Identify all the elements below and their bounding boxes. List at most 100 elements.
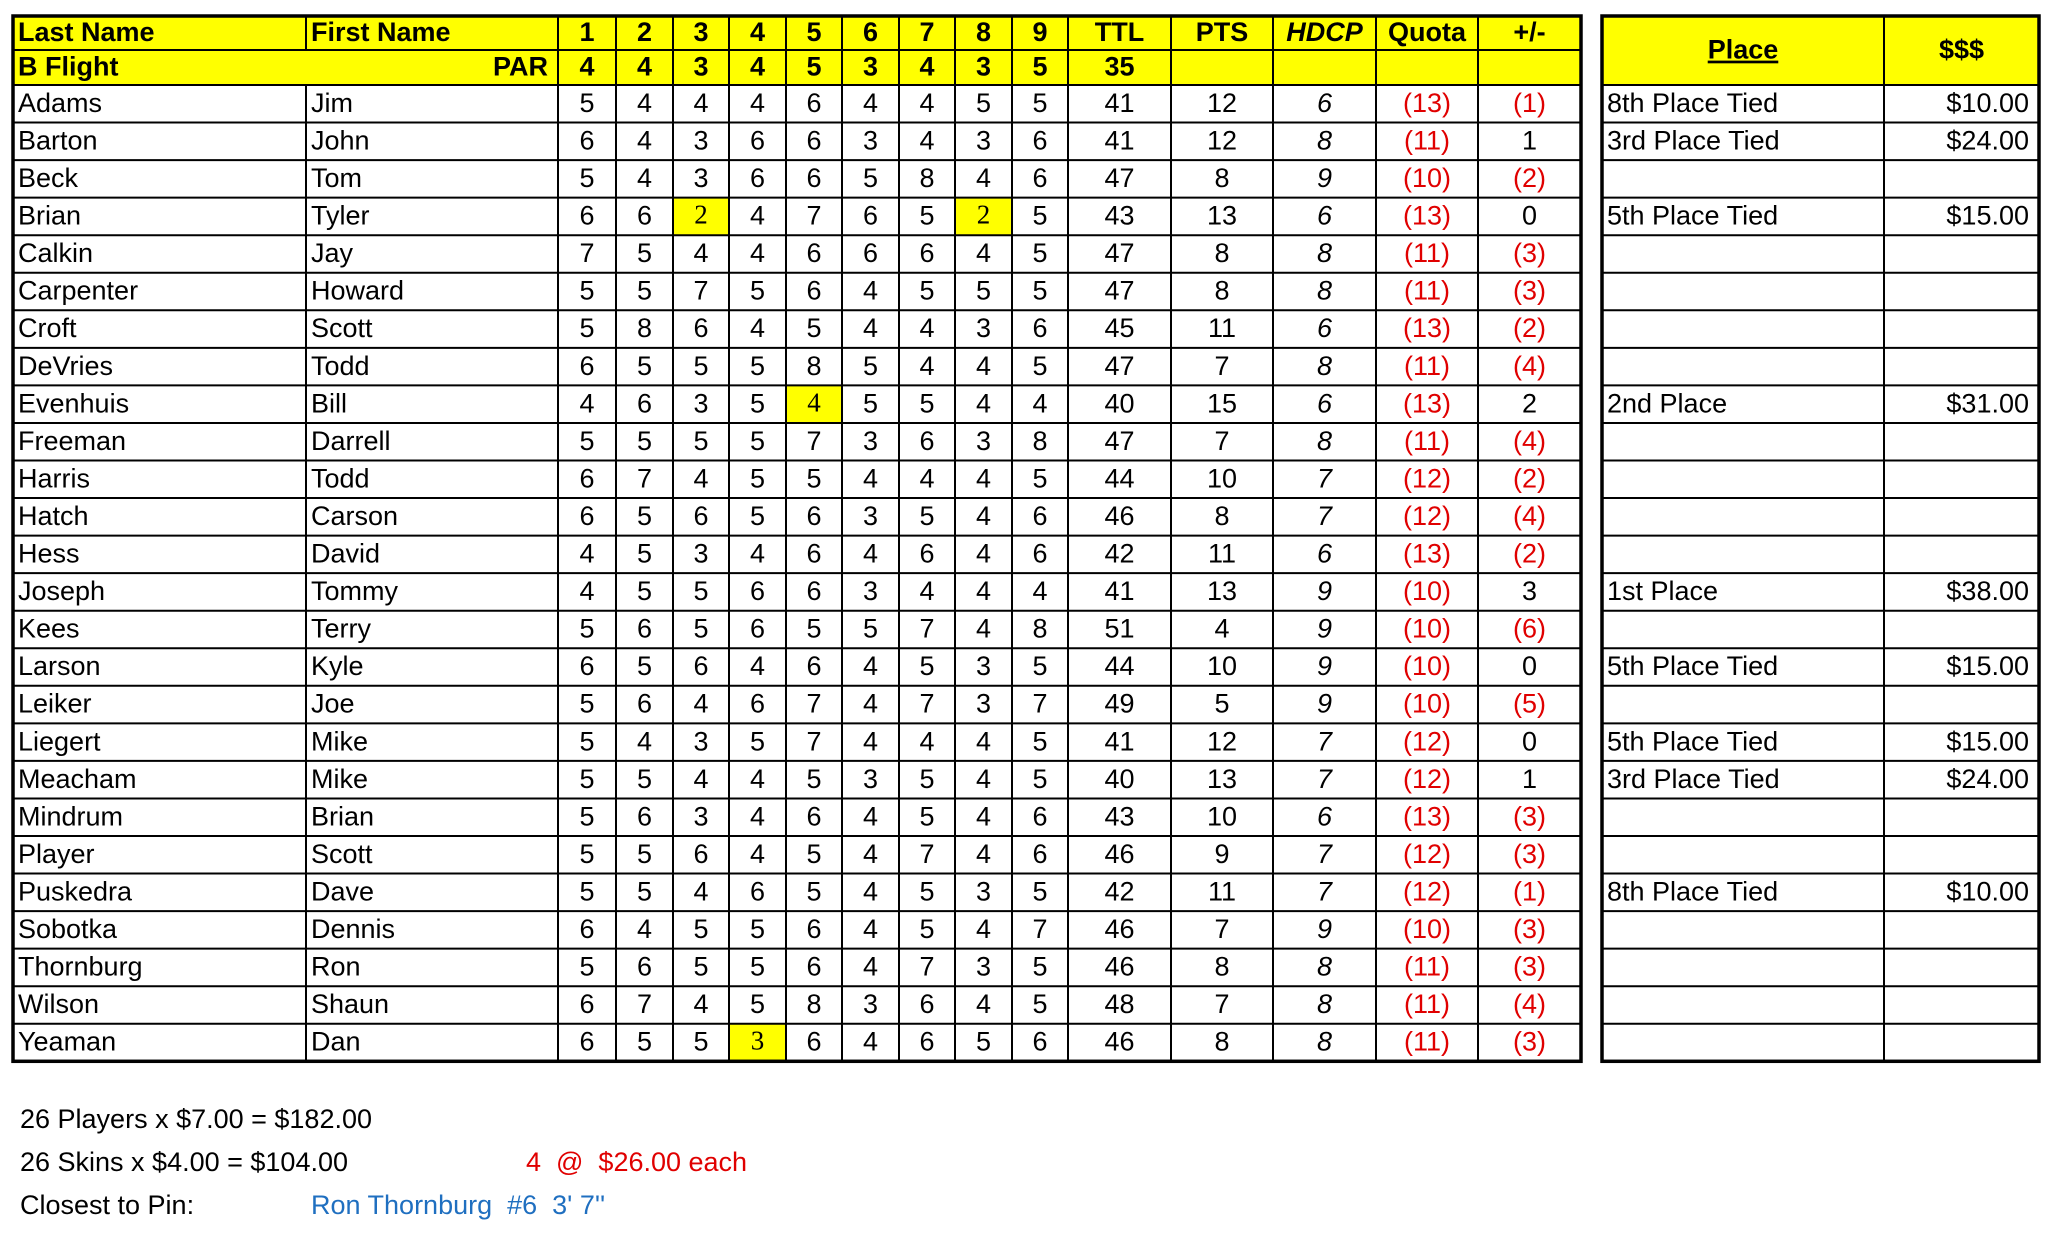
hole-score: 3 — [693, 726, 708, 756]
par-value: 4 — [750, 52, 765, 82]
points: 10 — [1207, 651, 1237, 681]
hole-score: 5 — [1032, 726, 1047, 756]
hole-score: 4 — [863, 88, 878, 118]
table-border — [11, 14, 1583, 1064]
handicap: 8 — [1317, 426, 1332, 456]
quota: (13) — [1403, 388, 1451, 418]
hole-score: 5 — [750, 276, 765, 306]
hole-score: 4 — [693, 764, 708, 794]
handicap: 7 — [1317, 501, 1333, 531]
handicap: 7 — [1317, 726, 1333, 756]
hole-score: 4 — [693, 989, 708, 1019]
hole-score: 4 — [919, 313, 934, 343]
hole-score: 5 — [976, 88, 991, 118]
hole-score: 4 — [750, 651, 765, 681]
hole-score: 4 — [693, 689, 708, 719]
hole-score: 5 — [579, 801, 594, 831]
hole-score: 5 — [637, 238, 652, 268]
hole-score: 5 — [1032, 201, 1047, 231]
quota: (12) — [1403, 876, 1451, 906]
quota: (12) — [1403, 764, 1451, 794]
hole-score: 5 — [750, 463, 765, 493]
first-name: Joe — [311, 689, 355, 719]
hole-score: 7 — [1032, 914, 1047, 944]
total: 47 — [1104, 163, 1134, 193]
hole-score: 3 — [693, 163, 708, 193]
hole-score: 5 — [806, 876, 821, 906]
hole-score: 5 — [806, 463, 821, 493]
hole-score: 4 — [579, 539, 594, 569]
hole-score: 5 — [750, 914, 765, 944]
first-name: Ron — [311, 952, 361, 982]
first-name: Howard — [311, 276, 404, 306]
plus-minus: (4) — [1513, 426, 1546, 456]
hole-score: 5 — [693, 914, 708, 944]
hole-score: 7 — [806, 726, 821, 756]
hole-score: 6 — [579, 463, 594, 493]
last-name: Freeman — [18, 426, 126, 456]
quota: (10) — [1403, 651, 1451, 681]
hole-score: 7 — [919, 839, 934, 869]
hole-score: 6 — [579, 201, 594, 231]
column-header: Quota — [1388, 17, 1467, 47]
quota: (11) — [1404, 125, 1450, 155]
hole-score: 4 — [976, 163, 991, 193]
hole-score: 5 — [637, 351, 652, 381]
hole-score: 6 — [693, 501, 708, 531]
quota: (12) — [1403, 463, 1451, 493]
hole-score: 4 — [863, 313, 878, 343]
hole-score: 5 — [863, 163, 878, 193]
hole-score: 5 — [806, 839, 821, 869]
plus-minus: 1 — [1522, 125, 1537, 155]
hole-score: 5 — [579, 163, 594, 193]
hole-score: 3 — [863, 501, 878, 531]
points: 7 — [1214, 351, 1229, 381]
hole-score: 4 — [693, 238, 708, 268]
handicap: 6 — [1317, 313, 1333, 343]
hole-score: 2 — [977, 200, 991, 230]
handicap: 6 — [1317, 388, 1333, 418]
plus-minus: (3) — [1513, 1027, 1546, 1057]
points: 9 — [1214, 839, 1229, 869]
prize: $10.00 — [1946, 876, 2029, 906]
hole-score: 4 — [919, 726, 934, 756]
hole-score: 5 — [750, 501, 765, 531]
hole-score: 5 — [1032, 764, 1047, 794]
quota: (10) — [1403, 914, 1451, 944]
hole-score: 8 — [1032, 426, 1047, 456]
column-header: 2 — [637, 17, 652, 47]
hole-score: 5 — [637, 539, 652, 569]
hole-score: 6 — [863, 201, 878, 231]
hole-score: 4 — [637, 125, 652, 155]
points: 7 — [1214, 426, 1229, 456]
hole-score: 4 — [976, 989, 991, 1019]
hole-score: 6 — [806, 1027, 821, 1057]
total: 44 — [1104, 651, 1134, 681]
hole-score: 5 — [750, 952, 765, 982]
column-header: 6 — [863, 17, 878, 47]
hole-score: 6 — [806, 125, 821, 155]
last-name: Adams — [18, 88, 102, 118]
hole-score: 4 — [863, 463, 878, 493]
place: 5th Place Tied — [1607, 201, 1778, 231]
quota: (12) — [1403, 839, 1451, 869]
total: 46 — [1104, 839, 1134, 869]
hole-score: 4 — [976, 539, 991, 569]
plus-minus: (6) — [1513, 614, 1546, 644]
points: 11 — [1208, 539, 1236, 569]
total: 43 — [1104, 801, 1134, 831]
hole-score: 3 — [693, 125, 708, 155]
plus-minus: 0 — [1522, 651, 1537, 681]
table-border — [1600, 14, 2041, 1064]
column-header: +/- — [1513, 17, 1545, 47]
hole-score: 6 — [750, 614, 765, 644]
hole-score: 5 — [693, 426, 708, 456]
plus-minus: (2) — [1513, 163, 1546, 193]
hole-score: 5 — [750, 989, 765, 1019]
place-header: Place — [1708, 35, 1779, 65]
total: 42 — [1104, 539, 1134, 569]
hole-score: 5 — [750, 726, 765, 756]
hole-score: 6 — [919, 989, 934, 1019]
hole-score: 5 — [806, 614, 821, 644]
